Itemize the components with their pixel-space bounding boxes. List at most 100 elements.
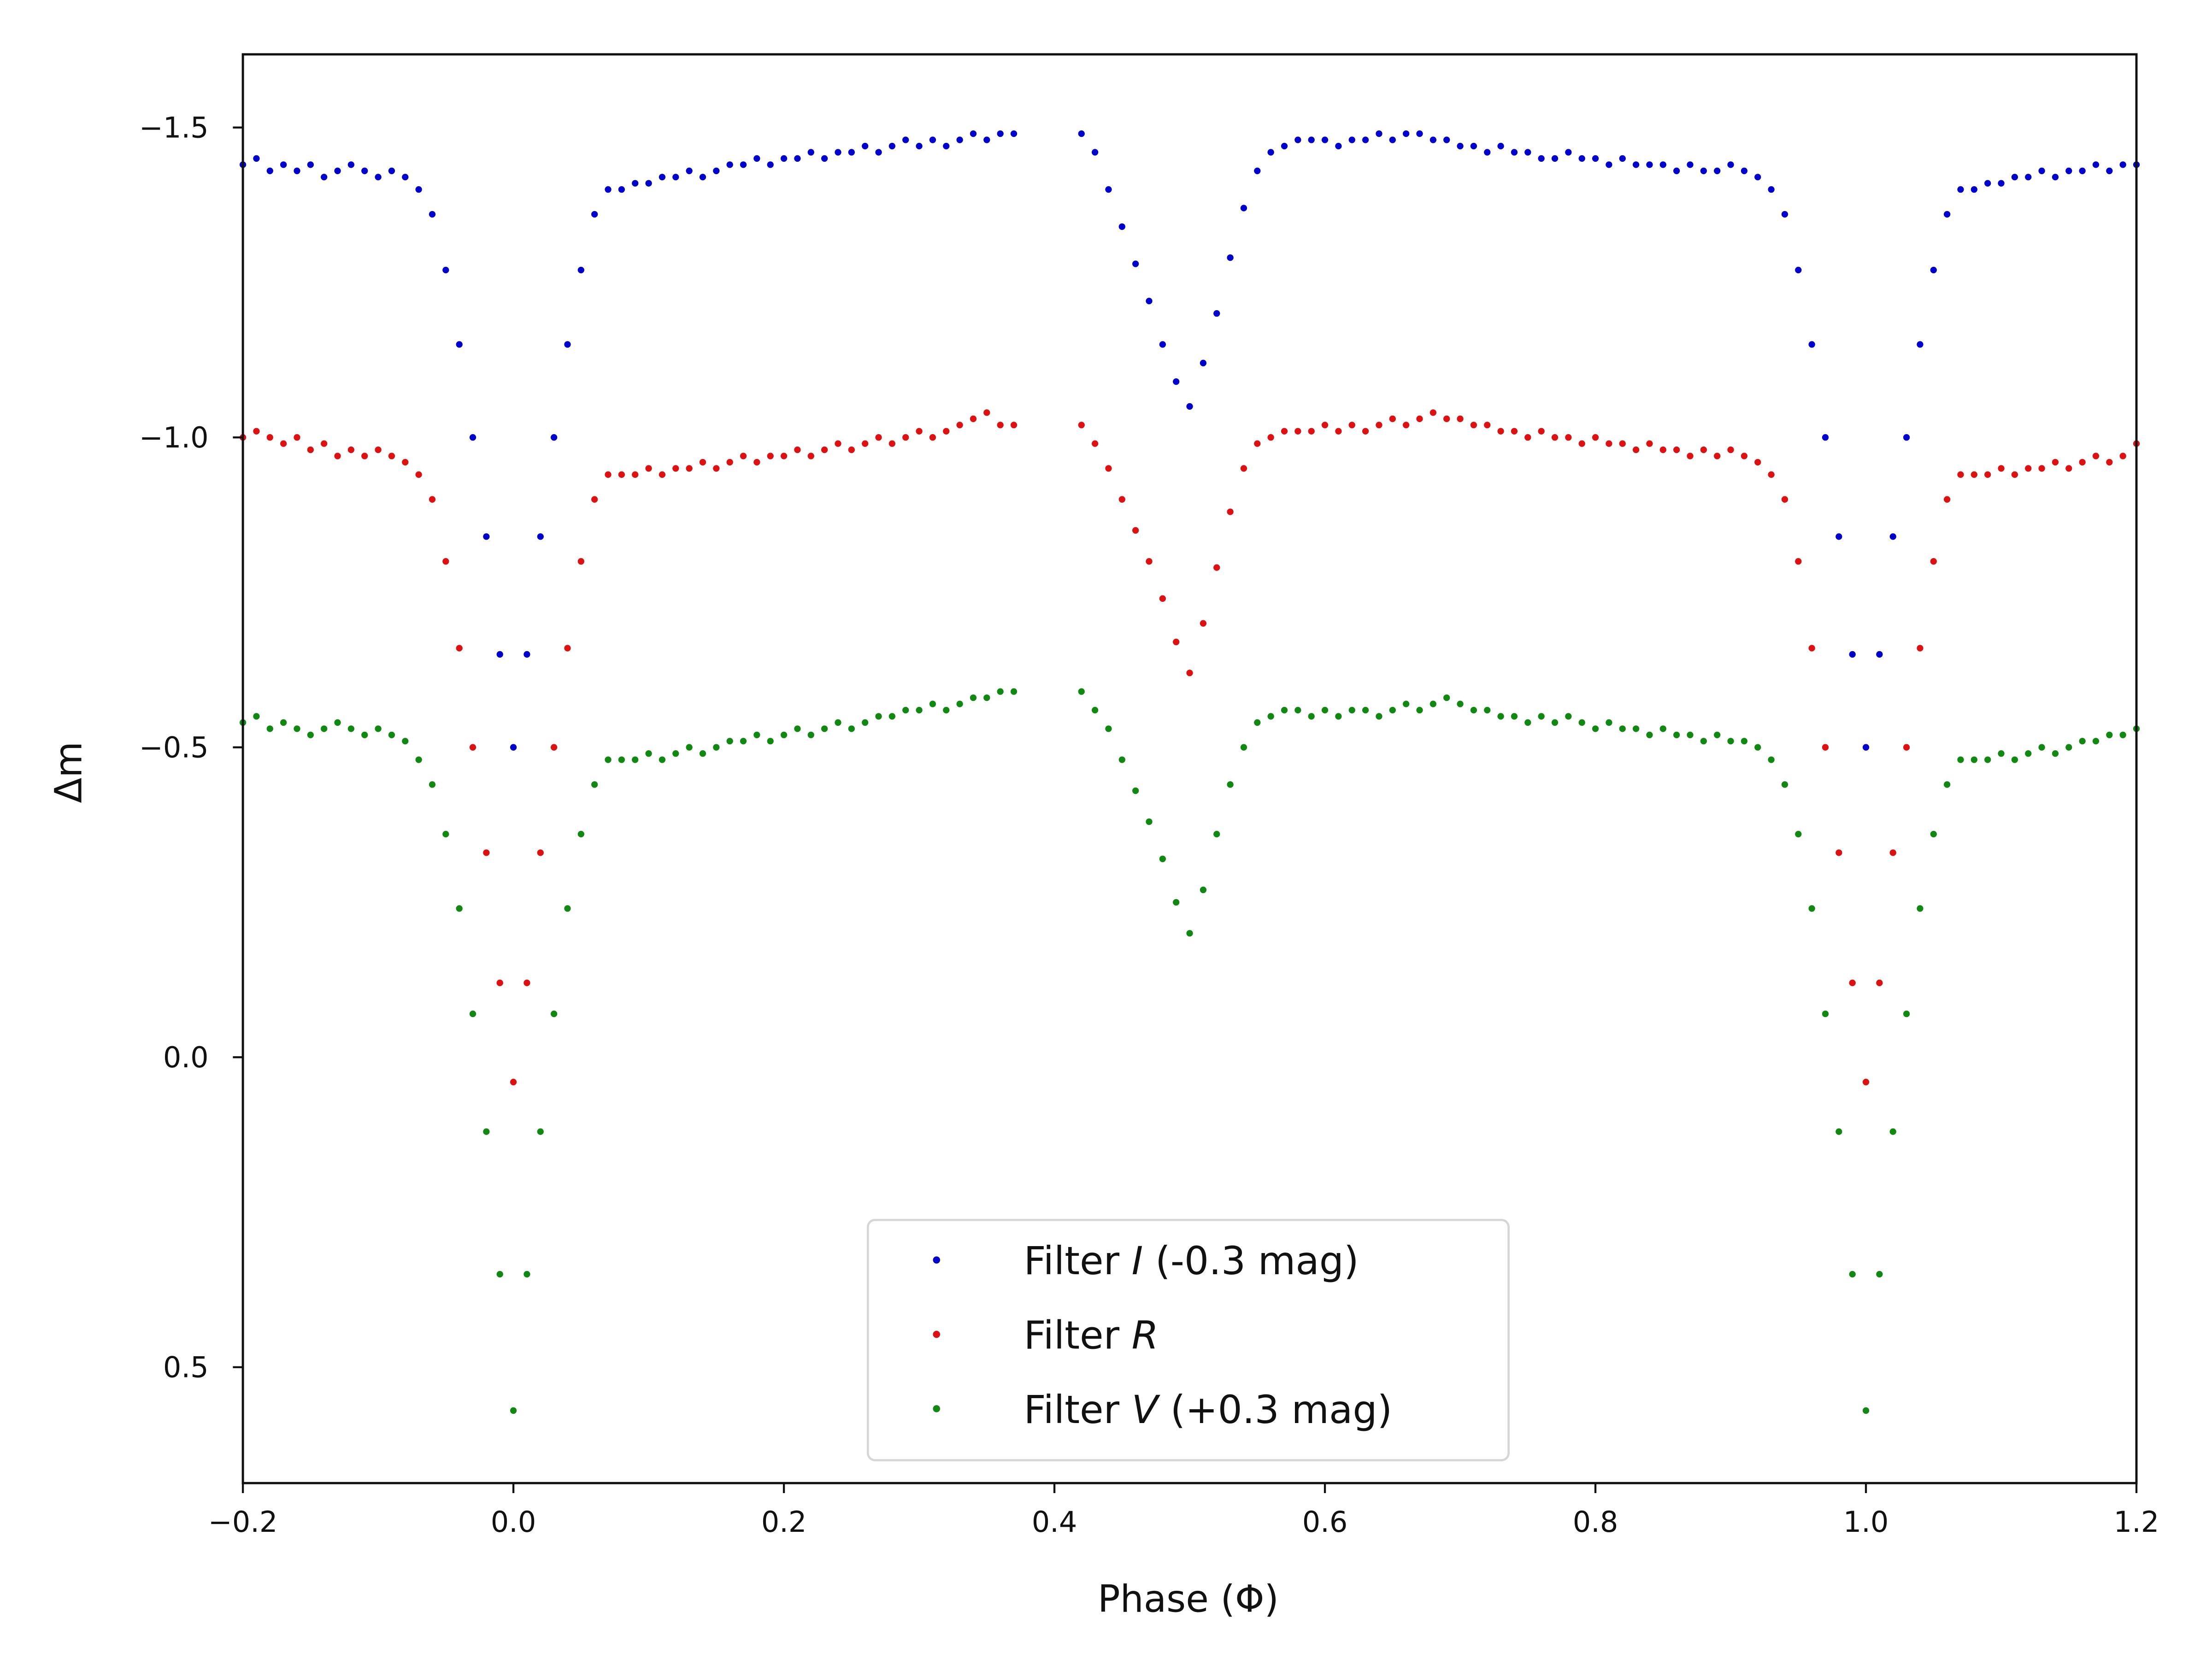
legend-marker (933, 1330, 940, 1338)
data-point (2038, 744, 2045, 751)
data-point (591, 781, 598, 788)
data-point (1673, 731, 1680, 738)
data-point (794, 446, 801, 453)
data-point (1010, 688, 1018, 695)
data-point (415, 756, 422, 763)
data-point (848, 446, 855, 453)
data-point (672, 750, 679, 757)
data-point (1687, 731, 1694, 738)
data-point (2065, 465, 2072, 472)
data-point (1078, 422, 1085, 429)
data-point (1132, 260, 1139, 267)
data-point (1497, 428, 1504, 435)
data-point (1957, 471, 1964, 478)
data-point (1294, 706, 1301, 714)
data-point (726, 738, 733, 745)
data-point (1105, 186, 1112, 193)
data-point (1078, 688, 1085, 695)
data-point (1984, 471, 1991, 478)
data-point (902, 434, 909, 441)
legend-label-filter: R (1132, 1313, 1159, 1358)
data-point (1781, 496, 1788, 503)
data-point (632, 471, 639, 478)
data-point (632, 756, 639, 763)
data-point (537, 1128, 544, 1135)
data-point (1267, 434, 1274, 441)
data-point (496, 1271, 503, 1278)
data-point (902, 136, 909, 143)
data-point (848, 725, 855, 732)
data-point (916, 142, 923, 150)
y-tick-label: −0.5 (139, 730, 209, 764)
data-point (2025, 174, 2032, 181)
data-point (1944, 211, 1951, 218)
x-tick-label: 1.2 (2114, 1505, 2159, 1539)
data-point (970, 694, 977, 701)
data-point (1321, 422, 1329, 429)
data-point (388, 167, 395, 174)
legend-label-prefix: Filter (1024, 1387, 1132, 1432)
data-point (550, 434, 558, 441)
data-point (780, 155, 788, 162)
data-point (280, 161, 287, 168)
data-point (307, 161, 314, 168)
data-point (415, 471, 422, 478)
legend-entry: Filter I (-0.3 mag) (933, 1238, 1359, 1283)
data-point (659, 756, 666, 763)
data-point (1078, 130, 1085, 137)
data-point (280, 719, 287, 726)
data-point (1091, 149, 1099, 156)
data-point (2011, 756, 2018, 763)
data-point (726, 161, 733, 168)
data-point (1294, 136, 1301, 143)
data-point (997, 688, 1004, 695)
data-point (767, 161, 774, 168)
data-point (1957, 756, 1964, 763)
data-point (1200, 359, 1207, 366)
data-point (1822, 744, 1829, 751)
data-point (753, 155, 760, 162)
data-point (266, 167, 273, 174)
data-point (916, 428, 923, 435)
data-point (1646, 161, 1653, 168)
data-point (1376, 422, 1382, 429)
data-point (821, 446, 828, 453)
data-point (970, 415, 977, 422)
data-point (388, 453, 395, 459)
data-point (821, 155, 828, 162)
data-point (361, 453, 368, 459)
data-point (1321, 136, 1329, 143)
data-point (1727, 161, 1734, 168)
data-point (2119, 453, 2126, 459)
data-point (510, 1078, 517, 1086)
data-point (1416, 415, 1423, 422)
x-axis-label: Phase (Φ) (1098, 1578, 1279, 1621)
data-point (266, 725, 273, 732)
data-point (1592, 434, 1599, 441)
data-point (2052, 459, 2059, 466)
data-point (1849, 1271, 1856, 1278)
data-point (1998, 180, 2005, 187)
data-point (740, 738, 747, 745)
data-point (686, 167, 693, 174)
data-point (943, 142, 950, 150)
series-I (239, 130, 2140, 751)
data-point (1308, 428, 1315, 435)
data-point (1998, 465, 2005, 472)
data-point (1903, 744, 1910, 751)
data-point (1254, 440, 1261, 447)
data-point (1944, 496, 1951, 503)
data-point (1091, 440, 1099, 447)
data-point (997, 130, 1004, 137)
data-point (605, 186, 612, 193)
data-point (1227, 508, 1234, 515)
data-point (1754, 459, 1761, 466)
data-point (1362, 428, 1369, 435)
data-point (334, 453, 341, 459)
data-point (510, 1407, 517, 1414)
y-axis-label: Δm (47, 741, 90, 803)
data-point (1511, 428, 1518, 435)
data-point (469, 1010, 477, 1018)
data-point (1659, 161, 1666, 168)
